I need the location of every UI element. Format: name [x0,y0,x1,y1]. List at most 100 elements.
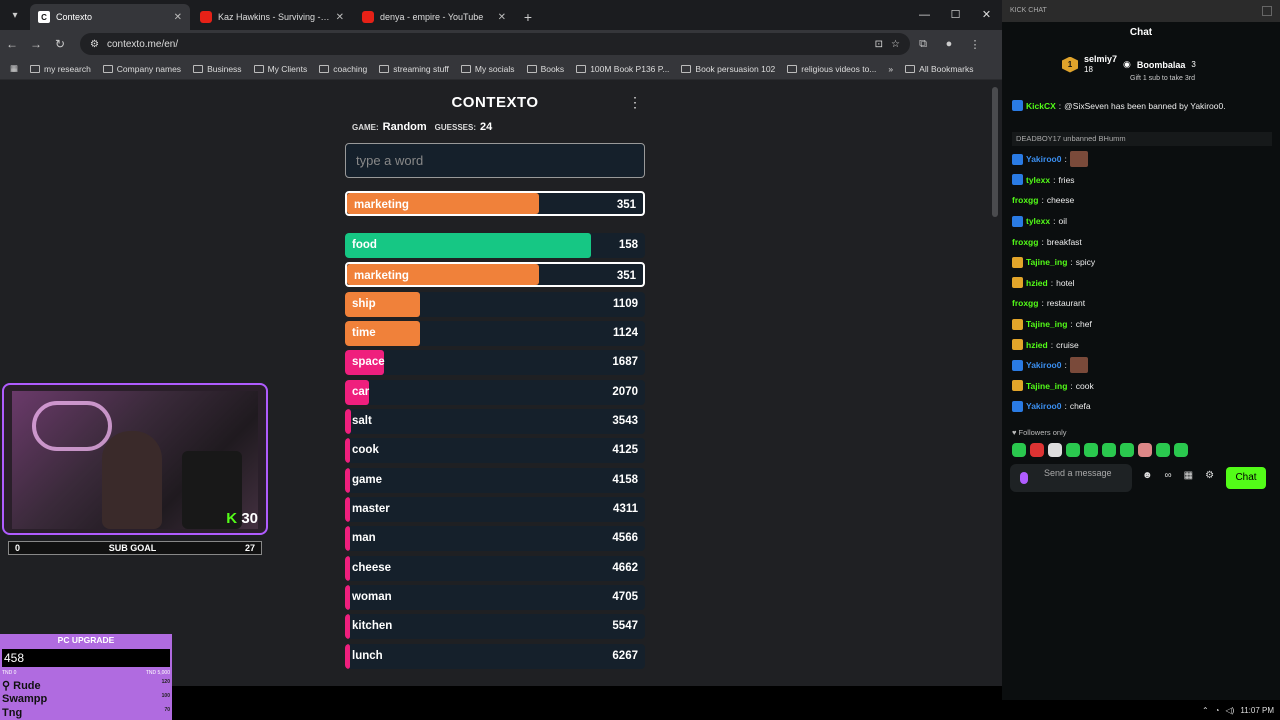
emote-icon[interactable] [1048,443,1062,457]
word-input[interactable]: type a word [345,143,645,178]
chat-username[interactable]: KickCX [1026,101,1056,111]
extensions-icon[interactable]: ⧉ [919,37,927,50]
popout-icon[interactable] [1262,6,1272,16]
chat-username[interactable]: Tajine_ing [1026,257,1068,268]
minimize-icon[interactable]: — [919,9,930,21]
emote-icon[interactable] [1120,443,1134,457]
guess-word: space [352,356,385,368]
bookmark-folder[interactable]: coaching [319,64,367,74]
new-tab-button[interactable]: + [523,9,533,25]
chat-send-button[interactable]: Chat [1226,467,1266,489]
chat-input[interactable]: Send a message [1010,464,1132,492]
bookmark-folder[interactable]: Books [526,64,564,74]
guess-row: ship 1109 [345,292,645,317]
chat-username[interactable]: tylexx [1026,174,1051,185]
chat-username[interactable]: Tajine_ing [1026,380,1068,391]
guess-row: cheese 4662 [345,556,645,581]
emote-icon[interactable] [1012,443,1026,457]
donor-name: Swampp [2,693,48,705]
more-bookmarks-icon[interactable]: » [888,63,894,74]
chat-username[interactable]: hzied [1026,339,1048,350]
emote-icon[interactable] [1174,443,1188,457]
guess-row: kitchen 5547 [345,614,645,639]
tab-contexto[interactable]: C Contexto ✕ [30,4,190,30]
page-scrollbar[interactable] [988,81,1002,686]
close-tab-icon[interactable]: ✕ [173,11,182,23]
install-app-icon[interactable]: ⊡ [874,38,884,50]
chat-colon: : [1050,339,1054,350]
bookmark-folder[interactable]: Book persuasion 102 [681,64,775,74]
guess-word: car [352,386,370,398]
chat-username[interactable]: tylexx [1026,216,1051,227]
game-label: GAME: [352,123,379,132]
emote-icon[interactable] [1030,443,1044,457]
reload-icon[interactable]: ↻ [54,37,66,51]
more-menu-icon[interactable]: ⋮ [969,38,981,51]
emote-icon[interactable] [1066,443,1080,457]
second-gifter-count: 3 [1191,60,1196,69]
network-icon[interactable]: ◔ [1214,705,1220,715]
address-bar[interactable]: ⚙ contexto.me/en/ ⊡ ☆ [80,33,910,55]
subscriber-badge-icon [1012,256,1023,268]
gift-cta[interactable]: Gift 1 sub to take 3rd [1130,75,1195,82]
chat-colon: : [1058,101,1062,111]
emote-icon[interactable] [1084,443,1098,457]
chat-username[interactable]: froxgg [1012,195,1039,206]
mic-icon [1020,472,1028,484]
bookmark-folder[interactable]: Company names [102,64,181,74]
clock[interactable]: 11:07 PM [1240,705,1274,715]
emoji-icon[interactable]: ☻ [1142,470,1153,481]
chat-username[interactable]: Yakiroo0 [1026,360,1062,371]
top-gifters: 1 selmiy7 18 ◉ Boombalaa 3 [1062,54,1262,75]
menu-dots-icon[interactable]: ⋮ [628,94,642,110]
tab-youtube-denya[interactable]: denya - empire - YouTube ✕ [354,4,514,30]
chat-text: hotel [1056,277,1075,288]
guess-rank: 4158 [612,474,638,486]
chat-username[interactable]: hzied [1026,277,1048,288]
forward-icon[interactable]: → [30,37,42,51]
tab-youtube-kaz[interactable]: Kaz Hawkins - Surviving - YouTube ✕ [192,4,352,30]
guess-rank: 3543 [612,415,638,427]
chat-username[interactable]: Yakiroo0 [1026,154,1062,165]
volume-icon[interactable]: ◁) [1225,705,1235,715]
bookmark-folder[interactable]: 100M Book P136 P... [576,64,669,74]
chat-username[interactable]: Tajine_ing [1026,319,1068,330]
emote-icon[interactable] [1156,443,1170,457]
close-tab-icon[interactable]: ✕ [497,11,506,23]
chat-username[interactable]: froxgg [1012,298,1039,309]
second-gifter-name[interactable]: Boombalaa [1136,59,1186,70]
bookmark-folder[interactable]: My Clients [253,64,307,74]
chair [182,451,242,529]
bookmark-folder[interactable]: religious videos to... [787,64,876,74]
emote-icon[interactable] [1102,443,1116,457]
chat-message: froxgg: cheese [1012,190,1272,211]
chat-username[interactable]: froxgg [1012,236,1039,247]
close-tab-icon[interactable]: ✕ [335,11,344,23]
maximize-icon[interactable]: ☐ [950,9,961,21]
top-gifter[interactable]: selmiy7 18 [1084,54,1117,75]
infinity-icon[interactable]: ∞ [1164,470,1172,481]
guess-bar [345,292,420,317]
all-bookmarks[interactable]: All Bookmarks [905,64,973,74]
tray-chevron-icon[interactable]: ⌃ [1201,705,1209,715]
bookmark-folder[interactable]: Business [193,64,242,74]
bookmark-folder[interactable]: My socials [460,64,515,74]
close-window-icon[interactable]: ✕ [981,9,992,21]
scrollbar-thumb[interactable] [992,87,998,217]
tab-label: Contexto [56,12,93,22]
store-icon[interactable]: ▦ [1183,470,1194,481]
bookmark-star-icon[interactable]: ☆ [891,38,900,50]
apps-icon[interactable]: ▦ [10,63,19,73]
back-icon[interactable]: ← [6,37,18,51]
settings-icon[interactable]: ⚙ [1205,470,1215,481]
folder-icon [787,64,798,73]
tab-search-icon[interactable]: ▾ [12,9,18,21]
bookmark-folder[interactable]: streaming stuff [379,64,449,74]
emote-icon[interactable] [1138,443,1152,457]
profile-icon[interactable]: ● [945,38,953,50]
site-info-icon[interactable]: ⚙ [90,38,99,50]
chat-username[interactable]: Yakiroo0 [1026,401,1062,412]
bookmark-folder[interactable]: my research [30,64,91,74]
guess-word: ship [352,298,376,310]
game-value: Random [382,121,427,133]
